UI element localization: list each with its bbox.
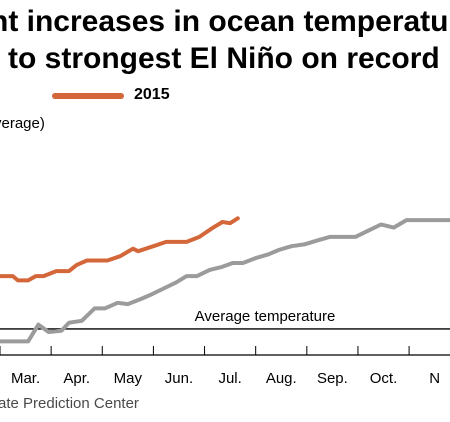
legend-swatch-2015 <box>52 93 124 99</box>
x-tick-label-7: Oct. <box>370 370 398 387</box>
source-note: ate Prediction Center <box>0 395 139 412</box>
chart-title-line-2: to strongest El Niño on record <box>8 42 440 75</box>
x-tick-label-4: Jul. <box>218 370 241 387</box>
reference-line-label: Average temperature <box>195 308 336 325</box>
series-line-comparison <box>0 218 450 344</box>
x-tick-label-6: Sep. <box>317 370 348 387</box>
x-tick-label-1: Apr. <box>63 370 90 387</box>
y-axis-label: verage) <box>0 115 45 132</box>
x-tick-label-0: Mar. <box>11 370 40 387</box>
legend-label-2015: 2015 <box>134 86 170 103</box>
x-tick-label-5: Aug. <box>266 370 297 387</box>
x-tick-label-3: Jun. <box>165 370 193 387</box>
x-tick-label-8: N <box>429 370 440 387</box>
series-line-2015 <box>0 216 240 283</box>
x-tick-label-2: May <box>114 370 143 387</box>
chart-title-line-1: nt increases in ocean temperatu <box>0 5 449 38</box>
